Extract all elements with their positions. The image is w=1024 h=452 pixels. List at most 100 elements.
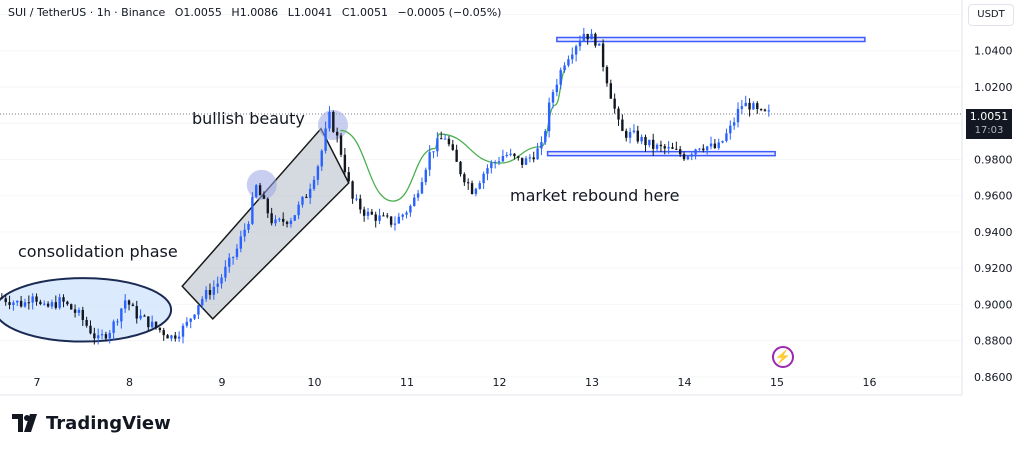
candle-body xyxy=(70,304,73,310)
candle-body xyxy=(374,214,377,221)
candle-body xyxy=(547,102,551,132)
candle-body xyxy=(46,303,50,307)
candle-body xyxy=(297,204,300,216)
candle-body xyxy=(120,308,123,322)
candle-body xyxy=(397,216,401,224)
candle-body xyxy=(274,219,277,224)
candle-body xyxy=(432,151,435,153)
candle-body xyxy=(497,161,501,163)
candle-body xyxy=(266,198,269,214)
symbol-title[interactable]: SUI / TetherUS · 1h · Binance xyxy=(8,6,166,19)
candle-body xyxy=(100,334,104,336)
candle-body xyxy=(258,185,262,196)
candle-body xyxy=(201,298,204,306)
candle-body xyxy=(343,154,347,173)
time-tick-label: 7 xyxy=(34,376,41,389)
candle-body xyxy=(463,174,466,183)
candle-body xyxy=(251,196,254,224)
candle-body xyxy=(19,300,23,307)
candle-body xyxy=(278,218,281,220)
candle-body xyxy=(147,316,150,328)
candle-body xyxy=(359,198,362,210)
candle-body xyxy=(243,229,246,237)
candle-body xyxy=(285,221,289,224)
candle-body xyxy=(208,290,212,295)
candle-body xyxy=(81,309,84,320)
price-tick-label: 0.9200 xyxy=(974,262,1013,275)
candle-body xyxy=(443,138,447,140)
candle-body xyxy=(382,215,385,217)
candle-body xyxy=(744,102,747,107)
candle-body xyxy=(16,300,19,303)
candle-body xyxy=(239,236,243,249)
candle-body xyxy=(567,59,570,66)
candle-body xyxy=(204,290,208,299)
currency-button[interactable]: USDT xyxy=(968,4,1014,26)
candle-body xyxy=(308,188,312,198)
candle-body xyxy=(66,301,69,305)
time-axis: 7 8 9 10 11 12 13 14 15 16 xyxy=(34,376,877,389)
candle-body xyxy=(181,325,185,337)
candle-body xyxy=(640,136,643,142)
candle-body xyxy=(23,302,27,307)
candle-body xyxy=(428,152,431,170)
tradingview-logo[interactable]: TradingView xyxy=(12,412,171,434)
candle-body xyxy=(386,215,389,217)
price-tick-label: 0.8600 xyxy=(974,371,1013,384)
candle-body xyxy=(212,286,216,295)
candle-body xyxy=(97,335,100,339)
candle-body xyxy=(43,303,46,305)
candle-body xyxy=(166,335,169,339)
price-axis: 1.06001.04001.02001.00000.98000.96000.94… xyxy=(974,8,1013,383)
price-tick-label: 0.8800 xyxy=(974,335,1013,348)
candle-body xyxy=(467,182,470,184)
candle-body xyxy=(58,297,61,308)
candle-body xyxy=(644,136,647,146)
price-tick-label: 0.9800 xyxy=(974,153,1013,166)
time-tick-label: 9 xyxy=(219,376,226,389)
candle-body xyxy=(420,182,424,194)
candle-body xyxy=(409,205,412,213)
candle-body xyxy=(85,319,88,326)
candle-body xyxy=(578,40,582,47)
candle-body xyxy=(370,211,374,215)
price-tick-label: 0.9400 xyxy=(974,226,1013,239)
flash-icon[interactable]: ⚡ xyxy=(772,346,794,368)
candle-body xyxy=(262,195,266,199)
candle-body xyxy=(4,298,7,303)
candle-body xyxy=(73,309,77,313)
candle-body xyxy=(235,248,239,257)
candle-body xyxy=(586,33,589,40)
candle-body xyxy=(8,302,11,305)
candle-body xyxy=(601,43,605,67)
candle-body xyxy=(255,185,258,197)
brand-name: TradingView xyxy=(46,412,171,434)
candle-body xyxy=(216,283,219,287)
candle-body xyxy=(139,315,142,319)
bar-countdown: 17:03 xyxy=(974,125,1004,136)
candle-body xyxy=(440,138,443,140)
candle-body xyxy=(197,305,200,315)
candle-body xyxy=(320,150,323,167)
candle-body xyxy=(459,161,462,175)
candle-body xyxy=(540,142,543,149)
candle-body xyxy=(312,179,316,189)
candle-body xyxy=(413,197,416,206)
candle-body xyxy=(328,111,331,129)
candle-body xyxy=(740,106,744,109)
candle-body xyxy=(54,302,58,308)
candle-body xyxy=(598,43,601,46)
candle-body xyxy=(270,213,273,224)
candle-body xyxy=(393,223,397,225)
candle-body xyxy=(35,296,38,302)
candle-body xyxy=(355,198,358,200)
candle-body xyxy=(193,314,196,319)
candle-body xyxy=(686,156,690,160)
candle-body xyxy=(174,335,177,339)
candle-body xyxy=(39,301,42,305)
candle-body xyxy=(652,139,655,149)
candle-body xyxy=(289,220,293,224)
candle-body xyxy=(112,321,115,333)
time-tick-label: 13 xyxy=(585,376,599,389)
